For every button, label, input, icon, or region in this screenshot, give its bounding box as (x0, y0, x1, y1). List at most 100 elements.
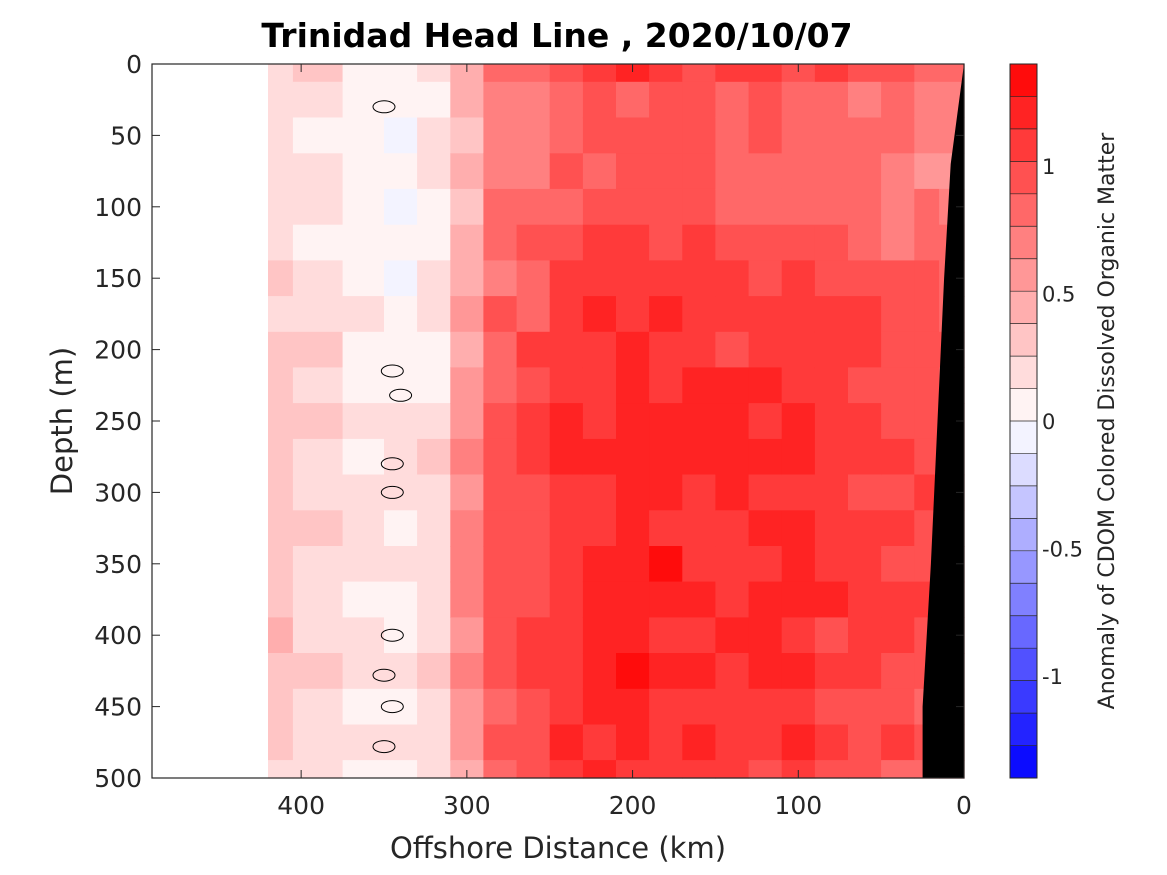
heatmap-cell (516, 188, 551, 226)
heatmap-cell (417, 474, 451, 511)
heatmap-cell (483, 546, 518, 583)
heatmap-cell (384, 546, 418, 583)
colorbar-segment (1010, 615, 1037, 649)
heatmap-cell (384, 581, 418, 618)
heatmap-cell (292, 474, 344, 511)
y-tick-label: 100 (94, 193, 142, 222)
heatmap-cell (450, 617, 484, 654)
heatmap-cell (549, 760, 584, 779)
heatmap-cell (814, 438, 849, 476)
heatmap-cell (649, 546, 683, 583)
heatmap-cell (450, 331, 484, 369)
heatmap-cell (483, 117, 518, 154)
heatmap-cell (483, 724, 518, 761)
heatmap-cell (582, 653, 617, 690)
heatmap-cell (292, 760, 344, 779)
heatmap-cell (384, 617, 418, 654)
heatmap-cell (649, 153, 683, 190)
colorbar-tick-label: 0 (1042, 410, 1055, 434)
y-tick-label: 0 (126, 50, 142, 79)
heatmap-cell (292, 581, 344, 618)
heatmap-cell (450, 367, 484, 404)
heatmap-cell (914, 64, 940, 83)
heatmap-cell (384, 153, 418, 190)
colorbar-tick-label: 0.5 (1042, 283, 1075, 307)
heatmap-cell (417, 296, 451, 333)
heatmap-cell (814, 653, 849, 690)
heatmap-cell (848, 64, 882, 83)
colorbar-segment (1010, 518, 1037, 552)
heatmap-cell (781, 331, 816, 369)
heatmap-cell (781, 688, 816, 726)
heatmap-cell (417, 260, 451, 297)
heatmap-cell (450, 296, 484, 333)
heatmap-cell (748, 438, 783, 476)
heatmap-cell (516, 474, 551, 511)
heatmap-cell (516, 581, 551, 618)
heatmap-cell (292, 403, 344, 440)
heatmap-cell (450, 64, 484, 83)
heatmap-cell (549, 188, 584, 226)
heatmap-cell (516, 367, 551, 404)
heatmap-cell (342, 81, 385, 119)
heatmap-cell (549, 260, 584, 297)
heatmap-cell (881, 224, 915, 261)
heatmap-cell (582, 581, 617, 618)
heatmap-cell (649, 653, 683, 690)
heatmap-cell (384, 724, 418, 761)
heatmap-cell (848, 188, 882, 226)
y-tick-label: 450 (94, 693, 142, 722)
colorbar-segment (1010, 713, 1037, 746)
heatmap-cell (848, 724, 882, 761)
heatmap-cell (748, 296, 783, 333)
heatmap-cell (814, 188, 849, 226)
heatmap-cell (450, 546, 484, 583)
heatmap-cell (516, 153, 551, 190)
heatmap-cell (582, 546, 617, 583)
heatmap-cell (342, 438, 385, 476)
heatmap-cell (268, 153, 294, 190)
heatmap-cell (582, 331, 617, 369)
heatmap-cell (781, 581, 816, 618)
heatmap-cell (292, 510, 344, 547)
heatmap-cell (649, 188, 683, 226)
heatmap-cell (292, 224, 344, 261)
heatmap-cell (384, 188, 418, 226)
chart-title: Trinidad Head Line , 2020/10/07 (261, 16, 852, 55)
heatmap-cell (342, 296, 385, 333)
heatmap-cell (814, 331, 849, 369)
colorbar-tick-label: -1 (1042, 665, 1063, 689)
heatmap-cell (881, 510, 915, 547)
heatmap-cell (748, 331, 783, 369)
heatmap-cell (649, 64, 683, 83)
heatmap-cell (748, 64, 783, 83)
heatmap-cell (748, 260, 783, 297)
plot-area (151, 63, 965, 779)
heatmap-cell (649, 224, 683, 261)
heatmap-cell (616, 153, 650, 190)
heatmap-cell (848, 581, 882, 618)
heatmap-cell (814, 64, 849, 83)
colorbar-segment (1010, 291, 1037, 324)
zero-contour (380, 700, 404, 714)
heatmap-cell (848, 224, 882, 261)
heatmap-cell (450, 474, 484, 511)
heatmap-cell (848, 153, 882, 190)
heatmap-cell (715, 188, 750, 226)
heatmap-cell (914, 81, 940, 119)
heatmap-cell (781, 367, 816, 404)
heatmap-cell (483, 581, 518, 618)
heatmap-cell (342, 653, 385, 690)
colorbar-segment (1010, 193, 1037, 227)
heatmap-cell (483, 510, 518, 547)
heatmap-cell (342, 510, 385, 547)
heatmap-cell (781, 474, 816, 511)
heatmap-cell (748, 188, 783, 226)
heatmap-cell (417, 438, 451, 476)
heatmap-cell (616, 224, 650, 261)
heatmap-cell (582, 688, 617, 726)
heatmap-cell (417, 367, 451, 404)
heatmap-cell (483, 760, 518, 779)
heatmap-cell (483, 260, 518, 297)
heatmap-cell (781, 546, 816, 583)
